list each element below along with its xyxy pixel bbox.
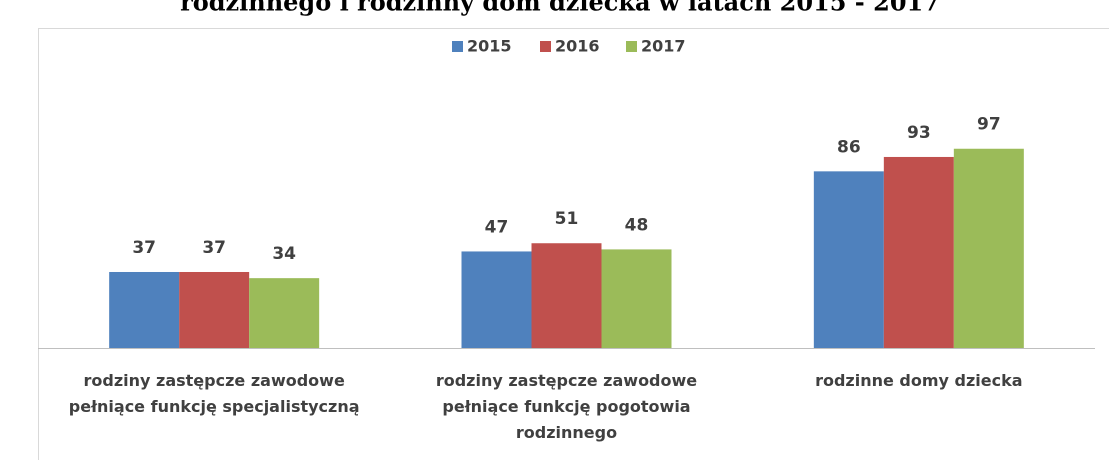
legend-swatch [626, 41, 637, 52]
legend-label: 2015 [467, 37, 512, 56]
x-tick-label: rodziny zastępcze zawodowe pełniące funk… [68, 371, 360, 416]
value-label: 48 [625, 215, 649, 235]
bar [883, 156, 954, 348]
legend-swatch [540, 41, 551, 52]
bar [953, 148, 1024, 348]
value-label: 93 [907, 123, 931, 143]
value-label: 51 [555, 209, 579, 229]
x-tick-label: rodzinne domy dziecka [815, 371, 1023, 390]
bar [179, 271, 250, 348]
bar [461, 251, 532, 348]
legend-label: 2016 [555, 37, 600, 56]
value-label: 86 [837, 137, 861, 157]
value-label: 37 [132, 238, 156, 258]
bar [109, 271, 180, 348]
bar [813, 171, 884, 348]
bar [249, 278, 320, 348]
value-label: 47 [485, 217, 509, 237]
chart-title: rodzinnego i rodzinny dom dziecka w lata… [180, 0, 940, 17]
value-label: 37 [202, 238, 226, 258]
value-label: 97 [977, 115, 1001, 135]
bar [601, 249, 672, 348]
legend-label: 2017 [641, 37, 686, 56]
legend-swatch [452, 41, 463, 52]
value-label: 34 [272, 244, 296, 264]
bar [531, 243, 602, 348]
chart-frame [38, 28, 1109, 460]
x-tick-label: rodziny zastępcze zawodowe pełniące funk… [435, 371, 698, 442]
